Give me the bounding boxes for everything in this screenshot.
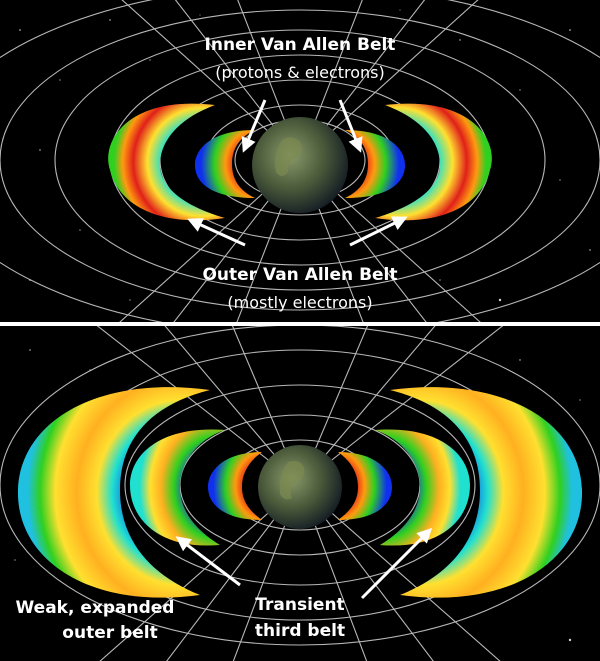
inner-belt-right-top (345, 130, 405, 198)
inner-belt-left-bottom (208, 452, 262, 520)
earth-bottom (258, 445, 342, 529)
field-lines-top (0, 0, 600, 322)
panel-divider (0, 322, 600, 326)
third-belt-left (130, 429, 225, 546)
third-belt-label-line2: third belt (255, 621, 345, 641)
outer-belt-subtitle: (mostly electrons) (227, 293, 372, 312)
top-panel: Inner Van Allen Belt (protons & electron… (0, 0, 600, 322)
expanded-outer-belt-left (17, 387, 210, 598)
third-belt-label-line1: Transient (255, 595, 344, 615)
expanded-outer-belt-right (390, 387, 583, 598)
inner-belt-title: Inner Van Allen Belt (205, 35, 396, 55)
arrows-bottom (175, 527, 433, 600)
third-belt-right (375, 429, 470, 546)
inner-belt-subtitle: (protons & electrons) (215, 63, 385, 82)
stars-bottom (14, 349, 581, 642)
outer-belt-right-top (375, 103, 492, 221)
expanded-outer-belt-label-line2: outer belt (62, 623, 157, 643)
outer-belt-left-top (108, 103, 225, 221)
outer-belt-title: Outer Van Allen Belt (202, 265, 397, 285)
expanded-outer-belt-label-line1: Weak, expanded (16, 598, 175, 618)
inner-belt-right-bottom (338, 452, 392, 520)
bottom-panel: Weak, expanded outer belt Transient thir… (0, 326, 600, 661)
inner-belt-left-top (195, 130, 255, 198)
arrows-top (187, 99, 408, 247)
earth-top (252, 117, 348, 213)
